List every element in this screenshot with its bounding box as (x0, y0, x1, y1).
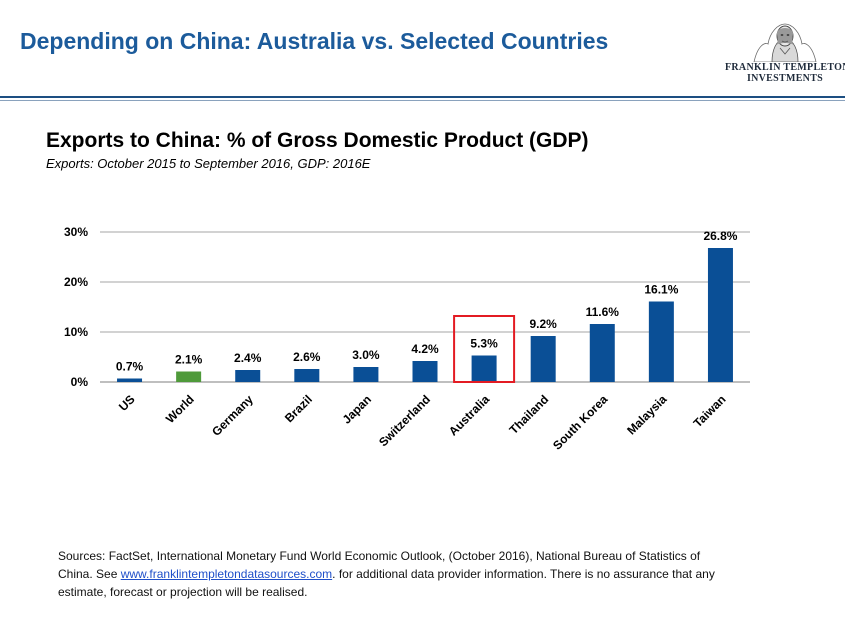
x-tick-label: World (163, 392, 197, 426)
data-label: 0.7% (116, 360, 144, 374)
header-divider (0, 96, 845, 98)
bar-south-korea (589, 324, 615, 382)
franklin-templeton-logo: FRANKLIN TEMPLETON INVESTMENTS (725, 22, 845, 84)
x-tick-label: Australia (446, 392, 492, 438)
x-tick-label: Brazil (282, 392, 315, 425)
bars (117, 248, 733, 382)
data-label: 2.6% (293, 350, 321, 364)
bar-germany (235, 370, 261, 382)
data-label: 3.0% (352, 348, 380, 362)
slide-title: Depending on China: Australia vs. Select… (20, 28, 609, 54)
data-label: 2.4% (234, 351, 262, 365)
bar-japan (353, 367, 379, 382)
data-label: 2.1% (175, 353, 203, 367)
chart-subtitle: Exports: October 2015 to September 2016,… (46, 156, 371, 171)
y-tick-label: 20% (64, 275, 88, 289)
data-label: 26.8% (703, 229, 737, 243)
benjamin-franklin-portrait-icon (753, 23, 817, 62)
bar-world (176, 371, 202, 382)
y-tick-label: 30% (64, 225, 88, 239)
bar-malaysia (648, 301, 674, 382)
highlight-box (453, 315, 516, 383)
bar-chart: 0% 10% 20% 30% 0.7% US 2.1% World 2.4% Germany 2.6… (64, 225, 750, 453)
data-label: 11.6% (586, 305, 620, 319)
header-divider-thin (0, 100, 845, 101)
x-tick-label: US (116, 392, 138, 414)
x-tick-label: Thailand (507, 392, 552, 437)
data-label: 5.3% (470, 337, 498, 351)
bar-australia (471, 355, 497, 382)
data-label: 9.2% (530, 317, 558, 331)
x-tick-label: Japan (340, 392, 374, 426)
footnote-text-end: . for additional data provider informati… (58, 567, 715, 599)
footnote-text-start: Sources: FactSet, International Monetary… (58, 549, 701, 581)
x-tick-label: Germany (209, 392, 256, 439)
bar-brazil (294, 369, 320, 382)
y-tick-label: 10% (64, 325, 88, 339)
chart-title: Exports to China: % of Gross Domestic Pr… (46, 129, 589, 152)
x-tick-label: South Korea (550, 392, 611, 453)
bar-thailand (530, 336, 556, 382)
y-tick-label: 0% (71, 375, 89, 389)
data-label: 4.2% (411, 342, 439, 356)
brand-name: FRANKLIN TEMPLETON (725, 62, 845, 73)
bar-us (117, 378, 143, 382)
brand-subname: INVESTMENTS (746, 73, 824, 84)
x-tick-label: Malaysia (624, 392, 670, 438)
data-sources-link[interactable]: www.franklintempletondatasources.com (120, 567, 333, 581)
bar-switzerland (412, 361, 438, 382)
data-label: 16.1% (644, 283, 678, 297)
labels: 0% 10% 20% 30% 0.7% US 2.1% World 2.4% Germany 2.6… (64, 225, 738, 453)
x-tick-label: Switzerland (376, 392, 433, 449)
source-footnote: Sources: FactSet, International Monetary… (58, 547, 738, 601)
x-tick-label: Taiwan (691, 392, 729, 430)
bar-taiwan (707, 248, 733, 382)
